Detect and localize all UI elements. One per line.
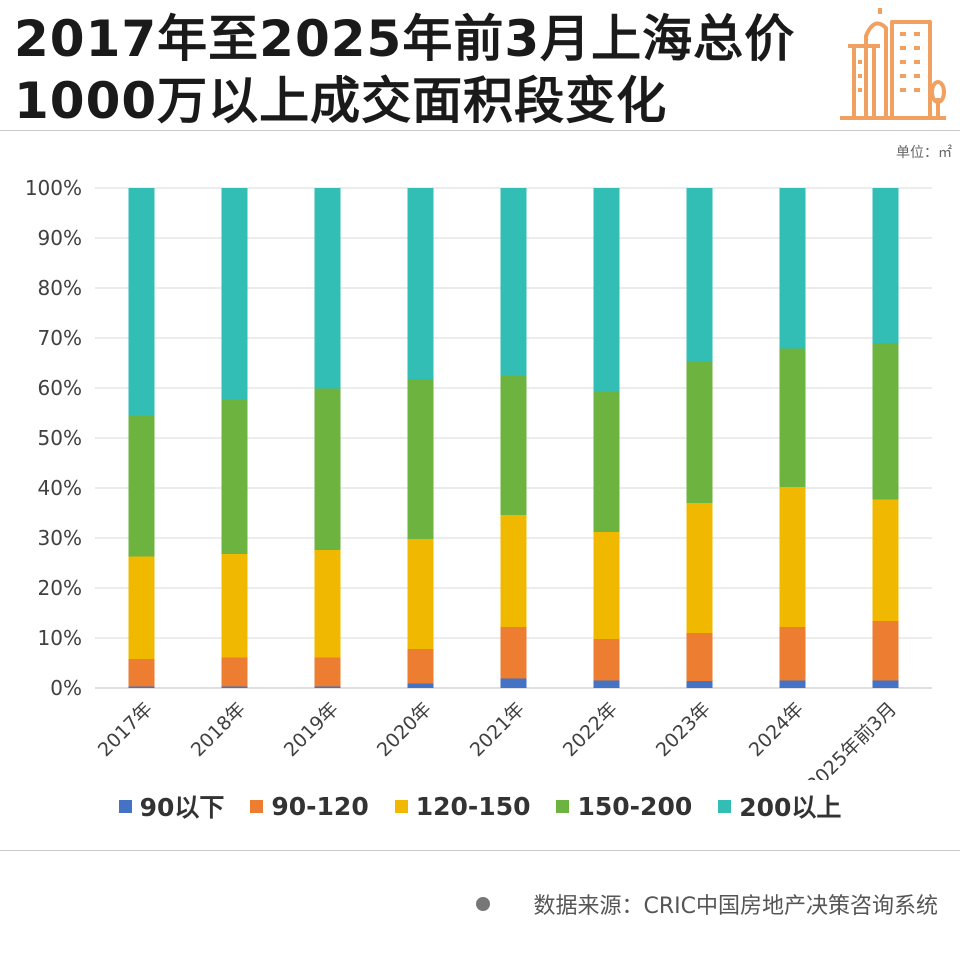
- unit-label: 单位：㎡: [896, 145, 952, 161]
- stacked-bar-chart: 0% 10% 20% 30% 40% 50% 60% 70% 80% 90% 100% 2017年 20…: [25, 176, 932, 780]
- bar-segment: [779, 348, 806, 487]
- x-tick-label: 2024年: [745, 698, 808, 761]
- legend-item: 90以下: [118, 788, 225, 824]
- bar-segment: [314, 686, 341, 688]
- chart-legend: 90以下 90-120 120-150 150-200 200以上: [0, 788, 960, 824]
- bar-segment: [407, 539, 434, 649]
- bar-segment: [686, 503, 713, 633]
- bar-segment: [500, 627, 527, 679]
- bar-segment: [779, 487, 806, 627]
- bar-segment: [128, 415, 155, 557]
- bar-segment: [314, 188, 341, 389]
- legend-swatch: [118, 799, 132, 813]
- bar-segment: [128, 188, 155, 416]
- bar-segment: [779, 627, 806, 681]
- legend-item: 200以上: [718, 788, 841, 824]
- bar-segment: [500, 375, 527, 515]
- y-tick-label: 10%: [38, 626, 82, 650]
- bar-segment: [686, 188, 713, 361]
- bar-segment: [407, 683, 434, 688]
- bar-segment: [221, 399, 248, 554]
- page-title: 2017年至2025年前3月上海总价 1000万以上成交面积段变化: [14, 8, 795, 132]
- bar-segment: [593, 680, 620, 688]
- x-tick-label: 2021年: [466, 698, 529, 761]
- bar-segment: [779, 680, 806, 688]
- bar-segment: [500, 515, 527, 627]
- bar-segment: [221, 686, 248, 688]
- bar-segment: [872, 343, 899, 500]
- legend-item: 150-200: [556, 788, 692, 824]
- bar-segment: [872, 499, 899, 621]
- x-tick-label: 2022年: [559, 698, 622, 761]
- bar-segment: [314, 550, 341, 658]
- title-divider: [0, 130, 960, 131]
- x-tick-label: 2020年: [373, 698, 436, 761]
- title-line-2: 1000万以上成交面积段变化: [14, 72, 668, 130]
- bar-segment: [407, 188, 434, 379]
- legend-item: 120-150: [394, 788, 531, 824]
- bar-segment: [407, 379, 434, 539]
- legend-swatch: [718, 799, 732, 813]
- bar-segment: [686, 681, 713, 688]
- legend-label: 90-120: [271, 791, 369, 821]
- legend-label: 200以上: [739, 793, 842, 822]
- x-tick-label: 2018年: [187, 698, 250, 761]
- y-tick-label: 90%: [38, 226, 82, 250]
- bullet-dot-icon: [475, 897, 490, 911]
- y-tick-label: 20%: [38, 576, 82, 600]
- city-buildings-icon: [840, 8, 946, 120]
- y-tick-label: 100%: [25, 176, 82, 200]
- bar-segment: [872, 680, 899, 688]
- bar-segment: [221, 554, 248, 658]
- bar-segment: [872, 621, 899, 681]
- bar-segment: [593, 532, 620, 639]
- bar-segment: [872, 188, 899, 343]
- bar-segment: [593, 639, 620, 681]
- legend-label: 90以下: [139, 793, 225, 822]
- y-tick-label: 0%: [50, 676, 82, 700]
- bar-segment: [500, 188, 527, 376]
- bar-segment: [407, 649, 434, 684]
- legend-item: 90-120: [250, 788, 369, 824]
- bar-segment: [686, 633, 713, 681]
- bar-segment: [500, 678, 527, 688]
- footer-divider: [0, 850, 960, 851]
- bar-segment: [779, 188, 806, 349]
- source-text: 数据来源：CRIC中国房地产决策咨询系统: [533, 894, 939, 919]
- legend-swatch: [394, 799, 408, 813]
- bar-segment: [221, 188, 248, 400]
- bar-segment: [128, 659, 155, 687]
- bar-segment: [128, 686, 155, 688]
- y-tick-label: 70%: [38, 326, 82, 350]
- x-tick-label: 2025年前3月: [802, 698, 901, 780]
- legend-label: 150-200: [577, 791, 693, 821]
- x-tick-label: 2017年: [94, 698, 157, 761]
- title-line-1: 2017年至2025年前3月上海总价: [14, 10, 796, 68]
- legend-swatch: [250, 799, 264, 813]
- y-tick-label: 60%: [38, 376, 82, 400]
- y-tick-label: 40%: [38, 476, 82, 500]
- y-tick-label: 50%: [38, 426, 82, 450]
- bar-segment: [221, 657, 248, 687]
- bar-segment: [593, 391, 620, 532]
- bar-segment: [314, 657, 341, 687]
- legend-label: 120-150: [415, 791, 531, 821]
- y-tick-label: 80%: [38, 276, 82, 300]
- bar-segment: [314, 388, 341, 550]
- x-tick-label: 2023年: [652, 698, 715, 761]
- source-note: 数据来源：CRIC中国房地产决策咨询系统: [475, 888, 939, 920]
- x-tick-label: 2019年: [280, 698, 343, 761]
- y-tick-label: 30%: [38, 526, 82, 550]
- bar-segment: [593, 188, 620, 392]
- bar-segment: [686, 361, 713, 503]
- bar-segment: [128, 556, 155, 659]
- legend-swatch: [556, 799, 570, 813]
